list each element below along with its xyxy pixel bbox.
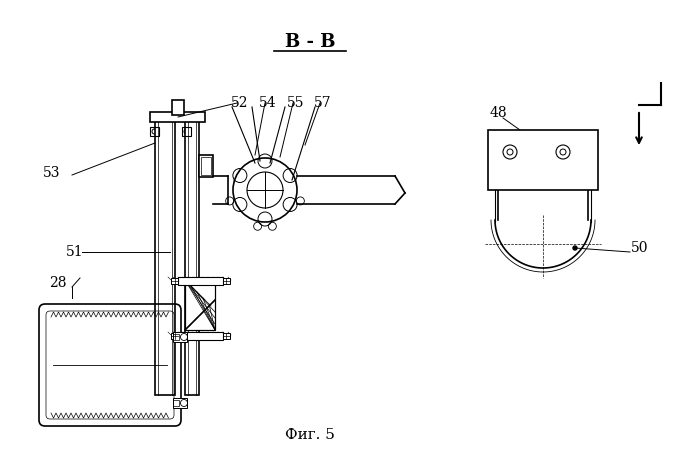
Bar bbox=[155, 115, 175, 395]
Text: 53: 53 bbox=[43, 166, 61, 180]
Bar bbox=[173, 400, 179, 406]
Circle shape bbox=[247, 172, 283, 208]
Circle shape bbox=[573, 246, 577, 250]
Bar bbox=[185, 115, 199, 395]
Bar bbox=[223, 278, 230, 284]
Text: 51: 51 bbox=[66, 245, 84, 259]
Text: 54: 54 bbox=[259, 96, 277, 110]
Bar bbox=[185, 280, 215, 330]
Bar bbox=[173, 332, 187, 342]
Bar bbox=[185, 280, 215, 330]
Bar bbox=[171, 333, 178, 339]
Bar bbox=[171, 278, 178, 284]
Bar bbox=[150, 112, 205, 122]
Bar bbox=[491, 133, 595, 187]
Text: 52: 52 bbox=[231, 96, 249, 110]
Text: 57: 57 bbox=[314, 96, 332, 110]
Bar bbox=[199, 155, 213, 177]
Bar bbox=[223, 333, 230, 339]
Text: 55: 55 bbox=[287, 96, 305, 110]
Bar bbox=[173, 334, 179, 340]
Text: Фиг. 5: Фиг. 5 bbox=[285, 428, 335, 442]
Bar bbox=[173, 398, 187, 408]
Polygon shape bbox=[297, 176, 405, 204]
Bar bbox=[488, 130, 598, 190]
Bar bbox=[182, 127, 191, 136]
Text: 48: 48 bbox=[489, 106, 507, 120]
Bar bbox=[172, 100, 184, 115]
Bar bbox=[150, 127, 159, 136]
Text: B - B: B - B bbox=[284, 33, 336, 51]
Text: 50: 50 bbox=[631, 241, 649, 255]
Circle shape bbox=[187, 160, 191, 164]
Text: 28: 28 bbox=[49, 276, 66, 290]
Bar bbox=[178, 277, 223, 285]
Bar bbox=[201, 157, 211, 175]
Bar bbox=[178, 332, 223, 340]
